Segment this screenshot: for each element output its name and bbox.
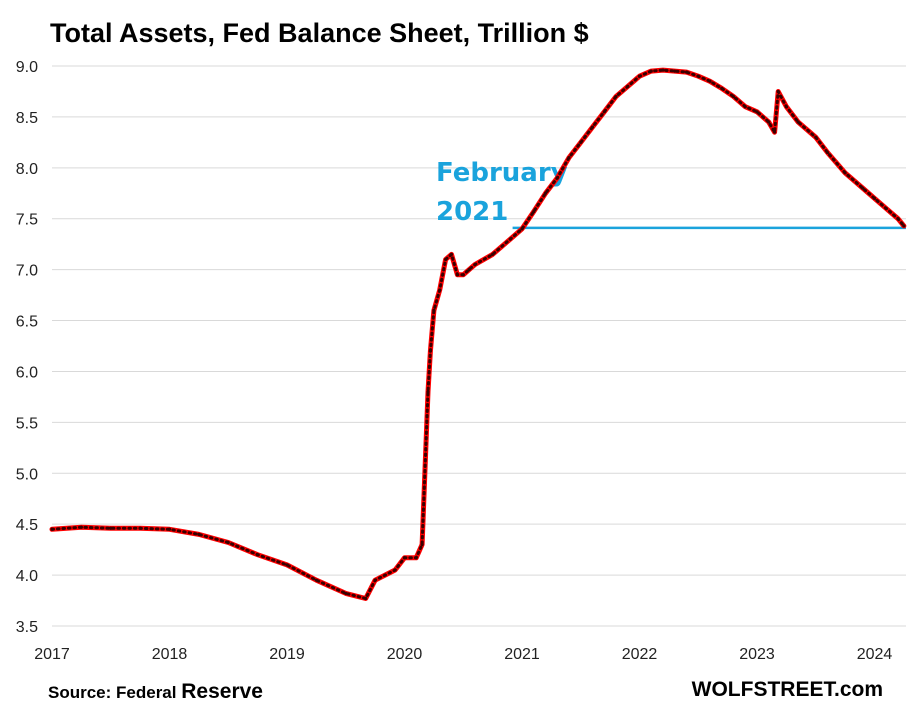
data-point (543, 191, 548, 195)
data-point (825, 150, 830, 155)
data-point (567, 156, 571, 160)
x-tick-label: 2022 (622, 646, 658, 663)
data-point (773, 130, 777, 134)
source-note: Source: Federal Reserve (48, 680, 263, 704)
total-assets-series (49, 67, 907, 601)
data-point (614, 94, 618, 99)
data-point (414, 556, 418, 560)
y-tick-label: 5.5 (16, 415, 38, 432)
data-point (696, 74, 700, 78)
y-tick-label: 8.5 (16, 110, 38, 127)
data-point (579, 140, 583, 144)
data-point (402, 556, 407, 560)
data-point (626, 84, 630, 88)
data-point (393, 568, 397, 572)
x-tick-label: 2023 (739, 646, 775, 663)
gridlines (52, 65, 906, 627)
data-point (755, 110, 759, 114)
data-point (285, 563, 289, 567)
data-point (449, 252, 454, 256)
y-tick-label: 4.5 (16, 517, 38, 534)
data-point (861, 186, 865, 190)
site-credit: WOLFSTREET.com (691, 678, 883, 701)
data-point (743, 105, 747, 109)
source-prefix: Source: Federal (48, 683, 177, 702)
data-point (491, 252, 495, 256)
data-point (473, 262, 477, 267)
x-tick-label: 2020 (387, 646, 423, 663)
data-point (708, 79, 712, 83)
y-tick-label: 8.0 (16, 161, 38, 178)
data-point (314, 578, 318, 582)
annotation-label-line2: 2021 (436, 197, 508, 227)
x-tick-label: 2017 (34, 646, 70, 663)
data-point (197, 532, 201, 536)
data-point (590, 125, 595, 129)
data-point (344, 591, 348, 596)
data-point (461, 273, 465, 277)
data-point (649, 69, 653, 73)
source-suffix: Reserve (181, 680, 263, 703)
data-point (256, 553, 260, 557)
chart-title: Total Assets, Fed Balance Sheet, Trillio… (50, 18, 589, 48)
data-point (226, 540, 230, 545)
y-tick-label: 4.0 (16, 568, 38, 585)
data-point (776, 89, 780, 94)
data-point (767, 120, 771, 124)
annotation-label-line1: February (436, 158, 568, 188)
x-tick-label: 2018 (152, 646, 188, 663)
y-tick-label: 5.0 (16, 466, 38, 483)
x-axis-ticks: 2017 2018 2019 2020 2021 2022 2023 2024 (34, 646, 892, 663)
data-point (432, 308, 436, 312)
data-point (109, 526, 113, 530)
data-point (731, 94, 736, 99)
february-2021-annotation: February 2021 (436, 158, 906, 230)
y-tick-label: 3.5 (16, 619, 38, 636)
y-tick-label: 6.5 (16, 314, 38, 331)
data-point (814, 135, 818, 139)
y-tick-label: 6.0 (16, 364, 38, 381)
data-point (167, 527, 172, 531)
data-point (896, 217, 900, 221)
y-tick-label: 7.5 (16, 212, 38, 229)
data-point (420, 542, 424, 547)
data-point (438, 288, 442, 292)
data-point (520, 227, 524, 231)
data-point (784, 105, 788, 109)
y-tick-label: 9.0 (16, 59, 38, 76)
y-tick-label: 7.0 (16, 263, 38, 280)
data-point (79, 525, 83, 529)
series-markers (50, 68, 906, 600)
y-axis-ticks: 3.5 4.0 4.5 5.0 5.5 6.0 6.5 7.0 7.5 8.0 8.5 9.0 (16, 59, 38, 636)
data-point (902, 224, 906, 228)
data-point (455, 273, 459, 277)
data-point (684, 70, 689, 74)
data-point (884, 206, 888, 211)
data-point (138, 526, 142, 530)
data-point (843, 171, 847, 175)
data-point (467, 268, 471, 272)
data-point (426, 390, 430, 394)
data-point (637, 74, 642, 78)
data-point (872, 196, 877, 200)
series-line (49, 67, 907, 601)
data-point (720, 86, 724, 90)
data-point (428, 349, 432, 353)
data-point (796, 120, 800, 124)
data-point (444, 257, 448, 262)
data-point (673, 69, 677, 73)
data-point (364, 596, 368, 601)
x-tick-label: 2021 (504, 646, 540, 663)
data-point (373, 578, 377, 582)
data-point (555, 176, 559, 180)
x-tick-label: 2019 (269, 646, 305, 663)
data-point (508, 237, 512, 241)
data-point (50, 527, 54, 531)
x-tick-label: 2024 (857, 646, 893, 663)
data-point (532, 210, 536, 214)
data-point (661, 68, 665, 72)
data-point (602, 110, 606, 114)
